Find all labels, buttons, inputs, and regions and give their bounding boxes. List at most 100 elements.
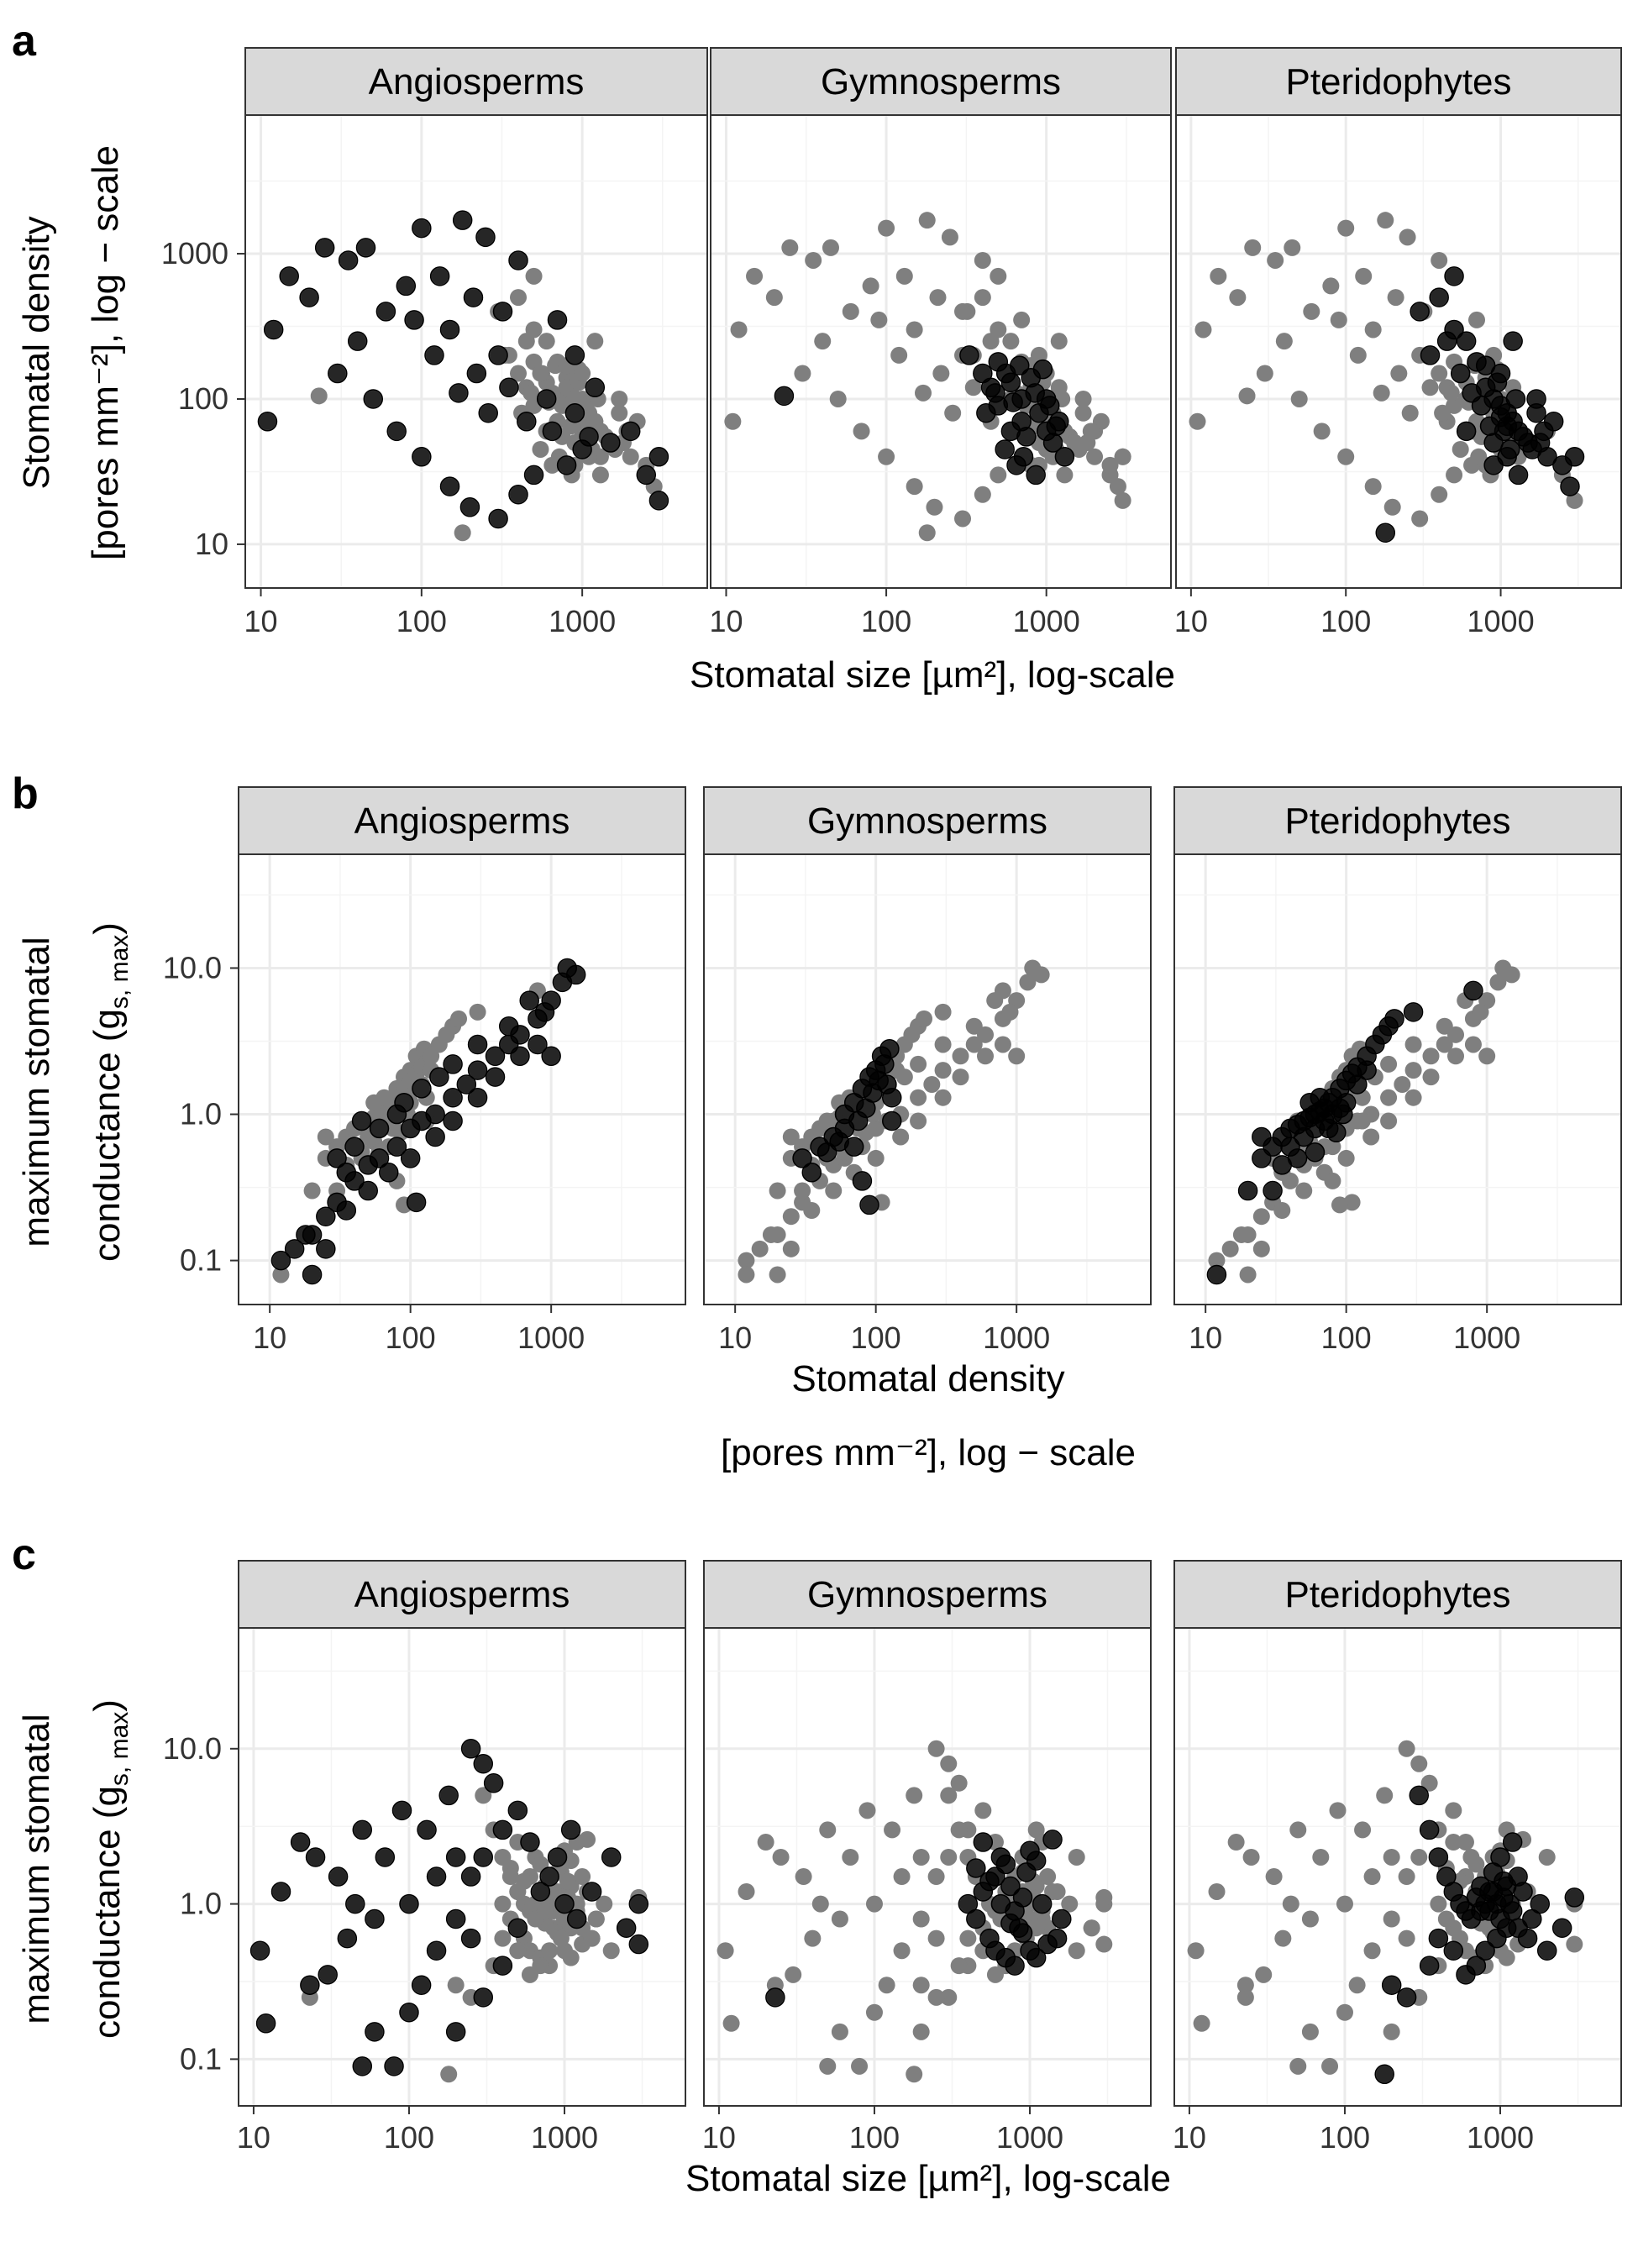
data-point-highlight bbox=[406, 1192, 427, 1213]
data-point-highlight bbox=[460, 1928, 481, 1949]
y-axis-title-c-main: conductance (g bbox=[87, 1786, 128, 2039]
data-point-highlight bbox=[1252, 1126, 1272, 1147]
data-point-highlight bbox=[466, 363, 487, 384]
data-point-highlight bbox=[473, 1753, 494, 1774]
data-point-background bbox=[934, 1089, 952, 1106]
data-point-highlight bbox=[338, 250, 359, 270]
data-point-highlight bbox=[1429, 287, 1449, 307]
data-point-background bbox=[825, 1182, 843, 1200]
data-point-highlight bbox=[1005, 1956, 1025, 1976]
data-point-background bbox=[1464, 1036, 1482, 1053]
data-point-background bbox=[811, 1895, 829, 1913]
data-point-background bbox=[814, 333, 832, 350]
data-point-background bbox=[990, 466, 1007, 484]
data-point-background bbox=[1399, 228, 1416, 246]
data-point-highlight bbox=[400, 1148, 421, 1168]
data-point-highlight bbox=[995, 439, 1015, 459]
data-point-highlight bbox=[1012, 1923, 1033, 1943]
data-point-background bbox=[1284, 239, 1301, 256]
data-point-background bbox=[765, 289, 783, 307]
x-tick-label: 1000 bbox=[996, 2120, 1063, 2155]
data-point-highlight bbox=[1508, 465, 1529, 486]
data-point-background bbox=[510, 289, 528, 307]
data-point-background bbox=[1363, 1868, 1381, 1886]
data-point-background bbox=[562, 1949, 580, 1966]
data-point-highlight bbox=[305, 1847, 326, 1867]
y-axis-title-b-sub: s, max bbox=[106, 935, 134, 1009]
facet-panel-pteridophytes: Pteridophytes 10 100 1000 bbox=[1174, 47, 1622, 638]
data-point-highlight bbox=[979, 1871, 1000, 1892]
data-point-highlight bbox=[1052, 1908, 1072, 1929]
data-point-highlight bbox=[443, 1110, 463, 1131]
facet-panel-pteridophytes: Pteridophytes 10 100 1000 bbox=[1173, 786, 1622, 1355]
panel-border bbox=[710, 114, 1172, 589]
x-axis-title-c: Stomatal size [µm²], log-scale bbox=[685, 2158, 1171, 2199]
y-axis-title-c-close: ) bbox=[87, 1699, 128, 1712]
data-point-background bbox=[1324, 1172, 1341, 1189]
x-tick-label: 10 bbox=[1173, 2120, 1206, 2155]
data-point-background bbox=[965, 1017, 983, 1035]
data-point-highlight bbox=[391, 1800, 412, 1821]
data-point-background bbox=[952, 1047, 969, 1065]
data-point-highlight bbox=[859, 1194, 879, 1215]
data-point-background bbox=[1421, 379, 1439, 396]
data-point-background bbox=[501, 1868, 519, 1886]
data-point-highlight bbox=[299, 287, 319, 307]
data-point-background bbox=[1436, 1036, 1453, 1053]
data-point-background bbox=[1404, 1089, 1422, 1106]
data-point-background bbox=[1193, 2014, 1210, 2032]
x-tick-label: 100 bbox=[386, 1320, 436, 1355]
data-point-background bbox=[912, 1848, 930, 1866]
data-point-background bbox=[819, 1821, 837, 1839]
data-point-highlight bbox=[438, 1785, 459, 1806]
y-axis-title-b-line1-wrap: maximum stomatal bbox=[16, 937, 57, 1247]
data-point-background bbox=[831, 1910, 848, 1928]
data-point-highlight bbox=[1032, 359, 1053, 380]
data-point-highlight bbox=[463, 287, 484, 307]
data-point-highlight bbox=[1272, 1155, 1293, 1175]
x-tick-label: 100 bbox=[851, 1320, 901, 1355]
data-point-highlight bbox=[628, 1934, 649, 1955]
data-point-background bbox=[509, 1942, 527, 1960]
data-point-highlight bbox=[337, 1928, 358, 1949]
data-point-highlight bbox=[648, 447, 669, 467]
data-point-highlight bbox=[439, 319, 460, 340]
y-axis-title-c-sub: s, max bbox=[106, 1712, 134, 1786]
data-point-highlight bbox=[445, 1908, 466, 1929]
data-point-highlight bbox=[1012, 1887, 1033, 1908]
data-point-background bbox=[1074, 390, 1092, 407]
panel-letter-b: b bbox=[12, 769, 39, 818]
data-point-highlight bbox=[636, 465, 657, 486]
data-point-background bbox=[1436, 1017, 1453, 1035]
data-point-highlight bbox=[564, 345, 585, 365]
data-point-highlight bbox=[483, 1773, 504, 1793]
x-tick-label: 1000 bbox=[549, 604, 616, 638]
data-point-highlight bbox=[1046, 416, 1066, 437]
data-point-background bbox=[1289, 2057, 1307, 2075]
data-point-highlight bbox=[347, 331, 368, 351]
data-point-background bbox=[910, 1112, 927, 1130]
data-point-background bbox=[1457, 1834, 1474, 1851]
data-point-highlight bbox=[534, 1002, 555, 1022]
data-point-highlight bbox=[792, 1148, 812, 1168]
data-point-background bbox=[1470, 448, 1488, 465]
data-point-highlight bbox=[443, 1087, 463, 1108]
data-point-background bbox=[1101, 456, 1119, 474]
data-point-highlight bbox=[1036, 389, 1057, 409]
data-point-background bbox=[724, 412, 742, 430]
data-point-background bbox=[717, 1942, 734, 1960]
facet-panel-gymnosperms: Gymnosperms 10 100 1000 bbox=[703, 786, 1152, 1355]
facet-panel-angiosperms: Angiosperms 10 100 1000 0.1 1.0 10.0 bbox=[163, 786, 686, 1355]
data-point-background bbox=[1380, 1055, 1398, 1073]
data-point-highlight bbox=[478, 402, 498, 423]
data-point-background bbox=[950, 1821, 968, 1839]
data-point-background bbox=[1364, 478, 1382, 496]
data-point-highlight bbox=[1456, 331, 1477, 351]
data-point-background bbox=[1373, 384, 1390, 402]
data-point-highlight bbox=[579, 427, 599, 447]
x-tick-label: 10 bbox=[253, 1320, 286, 1355]
data-point-background bbox=[1189, 412, 1206, 430]
data-point-highlight bbox=[507, 1918, 528, 1938]
panel-border bbox=[1173, 1627, 1622, 2107]
data-point-highlight bbox=[475, 227, 496, 248]
